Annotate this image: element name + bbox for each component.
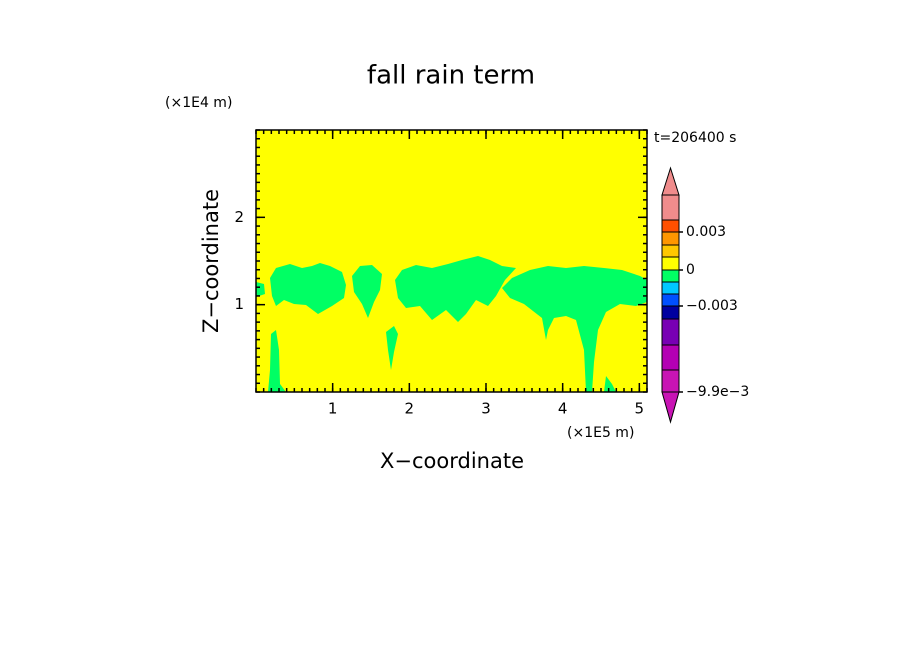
colorbar-tick-label: −9.9e−3 xyxy=(686,384,749,400)
y-tick-label: 1 xyxy=(234,295,244,313)
y-tick-label: 2 xyxy=(234,208,244,226)
colorbar-tick-label: 0 xyxy=(686,262,695,278)
colorbar-box xyxy=(661,194,680,221)
x-axis-label: X−coordinate xyxy=(380,449,524,473)
time-label: t=206400 s xyxy=(654,130,736,146)
colorbar-box xyxy=(661,244,680,258)
colorbar-box xyxy=(661,256,680,271)
field-background xyxy=(256,130,647,392)
x-tick-label: 3 xyxy=(481,400,491,418)
colorbar-box xyxy=(661,281,680,295)
colorbar-box xyxy=(661,305,680,320)
y-axis-label: Z−coordinate xyxy=(199,189,223,333)
colorbar-box xyxy=(661,369,680,393)
colorbar-tick-label: −0.003 xyxy=(686,298,738,314)
x-tick-label: 4 xyxy=(558,400,568,418)
field-blobs xyxy=(256,256,647,392)
colorbar-box xyxy=(661,293,680,307)
contour-field xyxy=(256,130,647,392)
colorbar-box xyxy=(661,231,680,246)
colorbar-bottom-arrow xyxy=(661,391,680,424)
colorbar-top-arrow xyxy=(661,166,680,196)
colorbar-box xyxy=(661,269,680,283)
colorbar-box xyxy=(661,318,680,346)
x-tick-label: 5 xyxy=(635,400,645,418)
x-unit: (×1E5 m) xyxy=(567,425,634,441)
colorbar-box xyxy=(661,219,680,233)
x-tick-label: 1 xyxy=(328,400,338,418)
colorbar-tick-label: 0.003 xyxy=(686,224,726,240)
colorbar-box xyxy=(661,344,680,371)
chart-title: fall rain term xyxy=(367,61,535,91)
x-tick-label: 2 xyxy=(405,400,415,418)
y-unit: (×1E4 m) xyxy=(165,95,232,111)
